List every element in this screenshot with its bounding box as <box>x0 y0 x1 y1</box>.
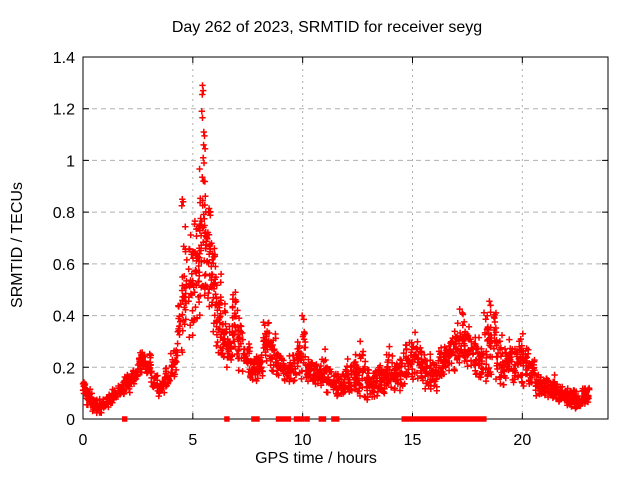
x-tick-label: 15 <box>404 432 422 449</box>
x-axis-label: GPS time / hours <box>255 450 377 467</box>
x-tick-label: 0 <box>79 432 88 449</box>
chart-title: Day 262 of 2023, SRMTID for receiver sey… <box>171 19 483 36</box>
y-tick-label: 0 <box>66 412 75 429</box>
y-axis-label: SRMTID / TECUs <box>9 182 26 308</box>
scatter-points <box>79 82 593 417</box>
horizontal-gridlines <box>83 108 608 368</box>
x-tick-label: 5 <box>188 432 197 449</box>
vertical-gridlines <box>192 57 523 419</box>
y-tick-label: 1.4 <box>53 50 75 67</box>
y-tick-label: 1 <box>66 153 75 170</box>
y-tick-label: 0.6 <box>53 257 75 274</box>
y-tick-label: 0.8 <box>53 205 75 222</box>
zero-value-markers <box>122 416 487 422</box>
y-tick-label: 1.2 <box>53 102 75 119</box>
plot-border <box>82 56 609 420</box>
x-tick-label: 10 <box>294 432 312 449</box>
y-tick-label: 0.4 <box>53 309 75 326</box>
x-tick-label: 20 <box>513 432 531 449</box>
y-tick-label: 0.2 <box>53 360 75 377</box>
axis-ticks <box>82 56 608 420</box>
